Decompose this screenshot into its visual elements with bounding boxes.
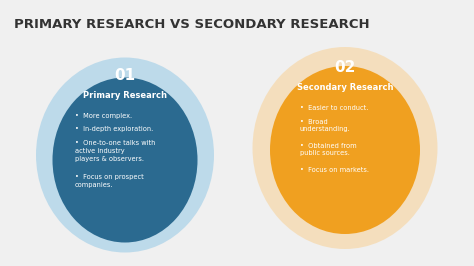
- Text: •  One-to-one talks with
active industry
players & observers.: • One-to-one talks with active industry …: [75, 140, 155, 162]
- Text: 01: 01: [114, 69, 136, 84]
- Text: •  Easier to conduct.: • Easier to conduct.: [300, 105, 368, 111]
- Text: Secondary Research: Secondary Research: [297, 84, 393, 93]
- Text: •  Focus on prospect
companies.: • Focus on prospect companies.: [75, 174, 144, 189]
- Text: •  In-depth exploration.: • In-depth exploration.: [75, 127, 153, 132]
- Text: •  Broad
understanding.: • Broad understanding.: [300, 118, 351, 132]
- Text: Primary Research: Primary Research: [83, 92, 167, 101]
- Text: 02: 02: [334, 60, 356, 76]
- Ellipse shape: [270, 66, 420, 234]
- Ellipse shape: [253, 47, 438, 249]
- Text: •  More complex.: • More complex.: [75, 113, 132, 119]
- Text: •  Focus on markets.: • Focus on markets.: [300, 167, 369, 172]
- Ellipse shape: [36, 57, 214, 252]
- Text: PRIMARY RESEARCH VS SECONDARY RESEARCH: PRIMARY RESEARCH VS SECONDARY RESEARCH: [14, 18, 370, 31]
- Text: •  Obtained from
public sources.: • Obtained from public sources.: [300, 143, 356, 156]
- Ellipse shape: [53, 77, 198, 243]
